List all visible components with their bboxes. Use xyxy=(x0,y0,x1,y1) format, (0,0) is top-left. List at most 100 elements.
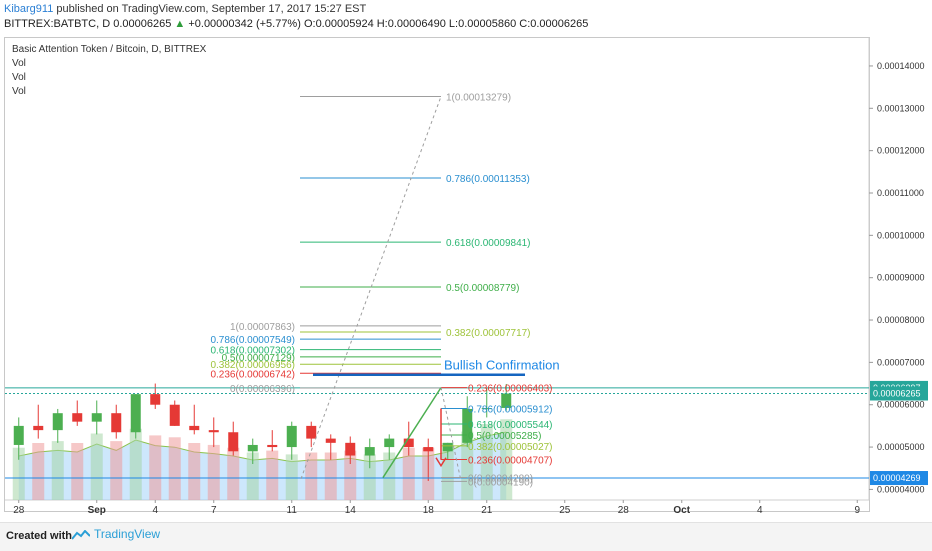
time-tick-label: 25 xyxy=(559,505,571,516)
volume-bar xyxy=(363,454,376,500)
candle-body xyxy=(267,444,278,448)
fib-left-label: 0.618(0.00007302) xyxy=(210,346,295,357)
volume-bar xyxy=(500,419,513,500)
time-tick-label: 11 xyxy=(287,505,298,516)
candle-body xyxy=(91,413,102,422)
candle-body xyxy=(481,408,492,410)
time-tick-label: 28 xyxy=(618,505,630,516)
candle-body xyxy=(111,413,122,433)
candle-body xyxy=(169,404,180,426)
tradingview-brand[interactable]: TradingView xyxy=(72,527,160,541)
price-tick-label: 0.00012000 xyxy=(877,146,925,156)
fib-left-label: 0.786(0.00007549) xyxy=(210,335,295,346)
volume-bar xyxy=(441,443,454,500)
price-tick-label: 0.00005000 xyxy=(877,442,925,452)
fib-level-label: 0.382(0.00007717) xyxy=(446,328,531,339)
price-tick-label: 0.00006000 xyxy=(877,400,925,410)
candle-body xyxy=(208,430,219,433)
fib-left-label: 0.382(0.00006956) xyxy=(210,360,295,371)
price-level-label: 0.00006265 xyxy=(873,388,921,398)
candle-body xyxy=(442,442,453,452)
legend-vol-3: Vol xyxy=(12,86,26,97)
time-tick-label: 28 xyxy=(13,505,25,516)
volume-bar xyxy=(110,441,123,500)
volume-bar xyxy=(344,450,357,500)
price-tick-label: 0.00014000 xyxy=(877,61,925,71)
price-chart[interactable]: 0.00014000 0.00013000 0.00012000 0.00011000… xyxy=(5,38,929,518)
fib-small-label: 0.786(0.00005912) xyxy=(468,404,553,415)
footer: Created with TradingView xyxy=(0,522,932,551)
time-tick-label: 18 xyxy=(423,505,435,516)
created-with-label: Created with xyxy=(6,530,73,542)
fib-level-label: 0.786(0.00011353) xyxy=(446,174,530,185)
price-level-label: 0.00004269 xyxy=(873,473,921,483)
price-level-badge xyxy=(870,471,928,486)
volume-bar xyxy=(168,437,181,500)
candle-body xyxy=(13,425,24,445)
bullish-confirmation-label: Bullish Confirmation xyxy=(444,358,560,373)
candle-body xyxy=(286,425,297,448)
symbol-bar: BITTREX:BATBTC, D 0.00006265 ▲ +0.000003… xyxy=(4,18,588,30)
change-arrow-icon: ▲ xyxy=(174,18,186,30)
volume-bar xyxy=(129,428,142,500)
candle-body xyxy=(384,438,395,448)
volume-bar xyxy=(12,447,25,500)
last-price: 0.00006265 xyxy=(113,18,172,30)
fib-small-trend xyxy=(440,387,462,482)
candle-body xyxy=(325,438,336,443)
volume-bar xyxy=(266,450,279,500)
volume-bar xyxy=(305,452,318,500)
fib-left-label: 0.5(0.00007129) xyxy=(222,353,295,364)
candle-body xyxy=(423,447,434,452)
candle-body xyxy=(130,394,141,433)
legend-vol-1: Vol xyxy=(12,58,26,69)
price-tick-label: 0.00004000 xyxy=(877,484,925,494)
candle-body xyxy=(345,442,356,456)
price-level-badge xyxy=(870,386,928,401)
time-tick-label: 14 xyxy=(345,505,357,516)
fib-level-label: 0.618(0.00009841) xyxy=(446,238,531,249)
tradingview-logo-icon xyxy=(72,529,90,540)
candle-body xyxy=(72,413,83,422)
change-value: +0.00000342 (+5.77%) xyxy=(188,18,301,30)
published-text: published on TradingView.com, September … xyxy=(56,3,367,15)
publish-info: Kibarg911 published on TradingView.com, … xyxy=(4,3,366,15)
fib-level-label: 1(0.00013279) xyxy=(446,92,511,103)
fib-small-label: 0.236(0.00006403) xyxy=(468,384,553,395)
price-tick-label: 0.00009000 xyxy=(877,273,925,283)
time-tick-label: 21 xyxy=(481,505,493,516)
fib-small-label: 0.382(0.00005027) xyxy=(468,442,553,453)
chart-frame[interactable]: 0.00014000 0.00013000 0.00012000 0.00011000… xyxy=(4,37,928,516)
price-tick-label: 0.00011000 xyxy=(877,188,924,198)
volume-bar xyxy=(461,431,474,500)
legend-title: Basic Attention Token / Bitcoin, D, BITT… xyxy=(12,44,207,55)
legend-vol-2: Vol xyxy=(12,72,26,83)
fib-small-label: 0(0.00004190) xyxy=(468,477,533,488)
volume-bar xyxy=(149,435,162,500)
price-tick-label: 0.00013000 xyxy=(877,103,925,113)
volume-bar xyxy=(227,447,240,500)
time-tick-label: 9 xyxy=(854,505,860,516)
candle-body xyxy=(501,393,512,408)
candle-body xyxy=(403,438,414,448)
brand-label: TradingView xyxy=(94,527,161,541)
author-link[interactable]: Kibarg911 xyxy=(4,3,54,15)
volume-bar xyxy=(188,443,201,500)
candle-body xyxy=(228,432,239,452)
fib-trend-line xyxy=(300,96,442,479)
candle-body xyxy=(33,425,44,431)
volume-bar xyxy=(207,444,220,500)
fib-left-label: 0(0.00006396) xyxy=(230,384,295,395)
time-tick-label: 4 xyxy=(757,505,763,516)
fib-small-label: 0.236(0.00004707) xyxy=(468,455,553,466)
fib-left-label: 1(0.00007863) xyxy=(230,322,295,333)
fib-small-label: 0.618(0.00005544) xyxy=(468,420,553,431)
time-tick-label: Oct xyxy=(673,505,690,516)
volume-bar xyxy=(90,433,103,500)
volume-bar xyxy=(402,447,415,500)
volume-bar xyxy=(51,441,64,500)
candle-body xyxy=(189,425,200,431)
price-tick-label: 0.00010000 xyxy=(877,230,925,240)
volume-bar xyxy=(285,454,298,500)
time-tick-label: 4 xyxy=(152,505,158,516)
